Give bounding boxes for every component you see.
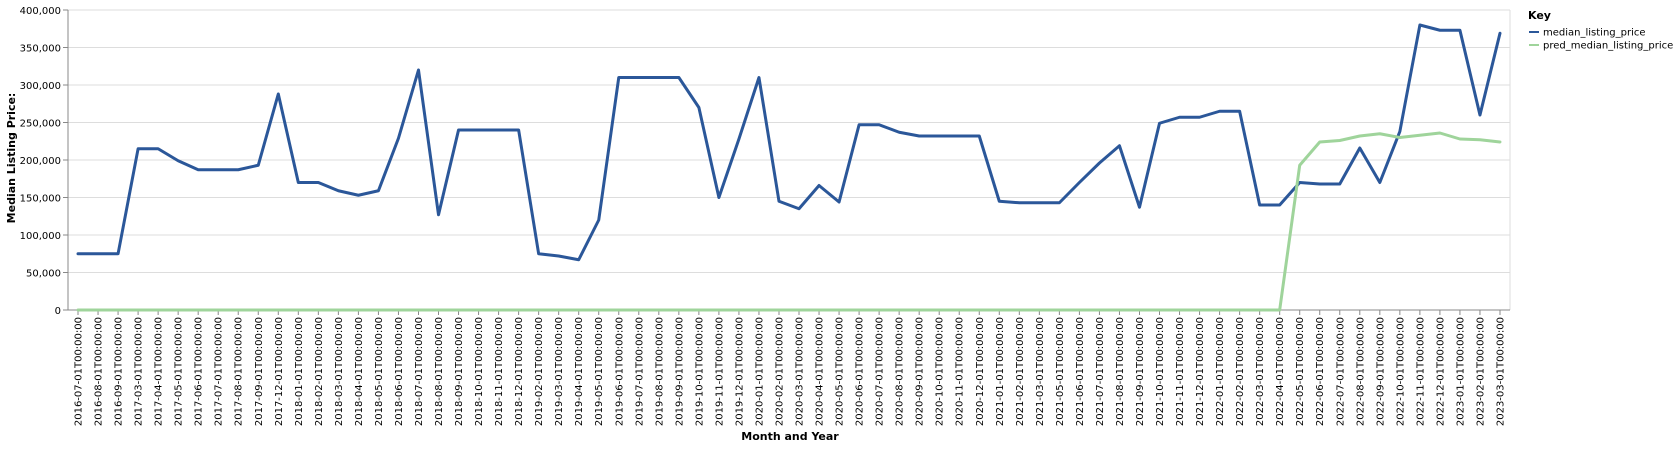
x-tick-label: 2022-04-01T00:00:00 [1275, 317, 1286, 426]
x-tick-label: 2019-02-01T00:00:00 [534, 317, 545, 426]
x-tick-label: 2021-08-01T00:00:00 [1115, 317, 1126, 426]
series-lines [76, 23, 1502, 312]
x-tick-label: 2022-05-01T00:00:00 [1295, 317, 1306, 426]
x-tick-label: 2016-09-01T00:00:00 [114, 317, 125, 426]
x-tick-label: 2023-03-01T00:00:00 [1495, 317, 1506, 426]
x-tick-label: 2019-11-01T00:00:00 [714, 317, 725, 426]
y-tick-label: 300,000 [20, 81, 61, 92]
y-tick-label: 50,000 [26, 269, 61, 280]
x-tick-label: 2017-05-01T00:00:00 [174, 317, 185, 426]
x-tick-label: 2018-11-01T00:00:00 [494, 317, 505, 426]
x-tick-label: 2023-01-01T00:00:00 [1455, 317, 1466, 426]
x-tick-label: 2016-07-01T00:00:00 [74, 317, 85, 426]
x-tick-label: 2020-04-01T00:00:00 [815, 317, 826, 426]
series-line-median_listing_price [76, 23, 1502, 262]
x-tick-label: 2020-10-01T00:00:00 [935, 317, 946, 426]
x-tick-label: 2020-12-01T00:00:00 [975, 317, 986, 426]
legend-title: Key [1528, 9, 1551, 22]
x-tick-label: 2022-08-01T00:00:00 [1355, 317, 1366, 426]
legend: Key median_listing_price pred_median_list… [1528, 9, 1673, 52]
x-tick-label: 2022-10-01T00:00:00 [1395, 317, 1406, 426]
x-tick-label: 2022-09-01T00:00:00 [1375, 317, 1386, 426]
x-tick-label: 2019-09-01T00:00:00 [674, 317, 685, 426]
x-tick-label: 2022-11-01T00:00:00 [1415, 317, 1426, 426]
x-tick-label: 2021-07-01T00:00:00 [1095, 317, 1106, 426]
x-tick-label: 2022-07-01T00:00:00 [1335, 317, 1346, 426]
x-tick-label: 2018-05-01T00:00:00 [374, 317, 385, 426]
legend-items: median_listing_price pred_median_listing_… [1529, 28, 1673, 52]
x-tick-label: 2021-01-01T00:00:00 [995, 317, 1006, 426]
x-tick-label: 2020-09-01T00:00:00 [915, 317, 926, 426]
x-tick-label: 2018-08-01T00:00:00 [434, 317, 445, 426]
x-tick-label: 2021-09-01T00:00:00 [1135, 317, 1146, 426]
x-tick-label: 2018-09-01T00:00:00 [454, 317, 465, 426]
x-tick-label: 2021-10-01T00:00:00 [1155, 317, 1166, 426]
y-tick-label: 150,000 [20, 194, 61, 205]
x-tick-label: 2019-10-01T00:00:00 [694, 317, 705, 426]
x-tick-label: 2020-03-01T00:00:00 [795, 317, 806, 426]
x-tick-label: 2021-12-01T00:00:00 [1195, 317, 1206, 426]
axes: 0 50,000 100,000 150,000 200,000 250,000 300,0… [20, 6, 1510, 426]
x-tick-label: 2020-05-01T00:00:00 [835, 317, 846, 426]
x-tick-label: 2022-12-01T00:00:00 [1435, 317, 1446, 426]
x-tick-label: 2018-04-01T00:00:00 [354, 317, 365, 426]
x-tick-label: 2022-06-01T00:00:00 [1315, 317, 1326, 426]
x-tick-label: 2017-06-01T00:00:00 [194, 317, 205, 426]
x-tick-label: 2021-03-01T00:00:00 [1035, 317, 1046, 426]
x-tick-label: 2021-06-01T00:00:00 [1075, 317, 1086, 426]
x-tick-label: 2022-03-01T00:00:00 [1255, 317, 1266, 426]
y-tick-label: 400,000 [20, 6, 61, 17]
x-tick-label: 2018-07-01T00:00:00 [414, 317, 425, 426]
y-tick-label: 250,000 [20, 119, 61, 130]
y-tick-label: 100,000 [20, 231, 61, 242]
x-tick-label: 2020-11-01T00:00:00 [955, 317, 966, 426]
x-tick-label: 2019-12-01T00:00:00 [734, 317, 745, 426]
series-line-pred_median_listing_price [76, 131, 1502, 312]
x-tick-label: 2020-08-01T00:00:00 [895, 317, 906, 426]
x-tick-label: 2019-04-01T00:00:00 [574, 317, 585, 426]
x-tick-label: 2023-02-01T00:00:00 [1475, 317, 1486, 426]
x-tick-label: 2020-07-01T00:00:00 [875, 317, 886, 426]
x-tick-label: 2020-06-01T00:00:00 [855, 317, 866, 426]
x-axis-title: Month and Year [741, 430, 839, 443]
x-tick-label: 2019-06-01T00:00:00 [614, 317, 625, 426]
x-tick-label: 2019-05-01T00:00:00 [594, 317, 605, 426]
x-tick-label: 2019-08-01T00:00:00 [654, 317, 665, 426]
x-tick-label: 2022-02-01T00:00:00 [1235, 317, 1246, 426]
x-tick-label: 2019-07-01T00:00:00 [634, 317, 645, 426]
x-tick-label: 2018-03-01T00:00:00 [334, 317, 345, 426]
x-tick-label: 2021-05-01T00:00:00 [1055, 317, 1066, 426]
gridlines [68, 9, 1511, 311]
x-tick-label: 2017-03-01T00:00:00 [134, 317, 145, 426]
x-tick-label: 2017-08-01T00:00:00 [234, 317, 245, 426]
x-tick-label: 2017-04-01T00:00:00 [154, 317, 165, 426]
x-tick-label: 2020-02-01T00:00:00 [774, 317, 785, 426]
x-tick-label: 2019-03-01T00:00:00 [554, 317, 565, 426]
x-tick-label: 2017-12-01T00:00:00 [274, 317, 285, 426]
x-tick-label: 2021-11-01T00:00:00 [1175, 317, 1186, 426]
y-tick-label: 350,000 [20, 44, 61, 55]
x-tick-label: 2017-09-01T00:00:00 [254, 317, 265, 426]
x-tick-label: 2017-07-01T00:00:00 [214, 317, 225, 426]
x-tick-label: 2022-01-01T00:00:00 [1215, 317, 1226, 426]
y-tick-label: 0 [55, 306, 61, 317]
x-tick-label: 2018-02-01T00:00:00 [314, 317, 325, 426]
x-tick-label: 2016-08-01T00:00:00 [94, 317, 105, 426]
y-axis-title: Median Listing Price: [5, 93, 18, 224]
x-tick-label: 2018-12-01T00:00:00 [514, 317, 525, 426]
x-tick-label: 2018-01-01T00:00:00 [294, 317, 305, 426]
x-tick-label: 2020-01-01T00:00:00 [754, 317, 765, 426]
x-tick-label: 2018-06-01T00:00:00 [394, 317, 405, 426]
x-tick-label: 2021-02-01T00:00:00 [1015, 317, 1026, 426]
legend-label: median_listing_price [1543, 28, 1646, 39]
x-tick-label: 2018-10-01T00:00:00 [474, 317, 485, 426]
legend-label: pred_median_listing_price [1543, 41, 1673, 52]
y-tick-label: 200,000 [20, 156, 61, 167]
